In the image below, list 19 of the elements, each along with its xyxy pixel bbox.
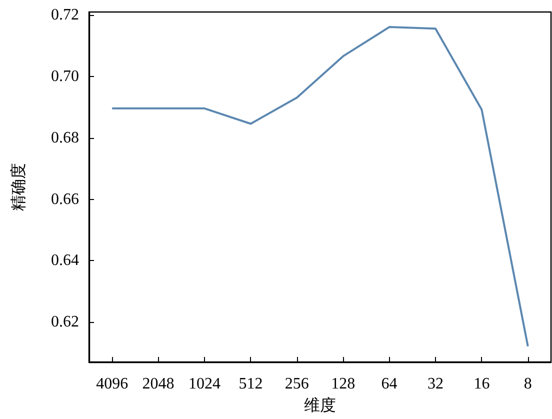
x-tick-label: 256 [284,376,309,392]
y-tick-label: 0.64 [51,252,79,270]
x-tick-label: 4096 [96,376,128,392]
y-tick-label: 0.68 [51,129,79,146]
x-tick-label: 16 [474,376,490,392]
y-tick-label: 0.72 [51,6,79,24]
x-tick-label: 2048 [142,376,174,392]
y-tick-label: 0.70 [51,68,79,85]
y-axis-title: 精确度 [10,163,28,211]
x-tick-label: 64 [381,376,398,392]
x-tick-label: 512 [238,376,263,392]
y-tick-label: 0.62 [51,314,79,331]
x-tick-label: 128 [331,376,356,392]
x-axis-title: 维度 [304,396,336,414]
x-tick-label: 32 [428,376,444,392]
line-series [111,26,529,348]
x-tick-label: 1024 [188,376,220,392]
x-tick-label: 8 [524,376,532,392]
y-tick-label: 0.66 [51,190,79,208]
